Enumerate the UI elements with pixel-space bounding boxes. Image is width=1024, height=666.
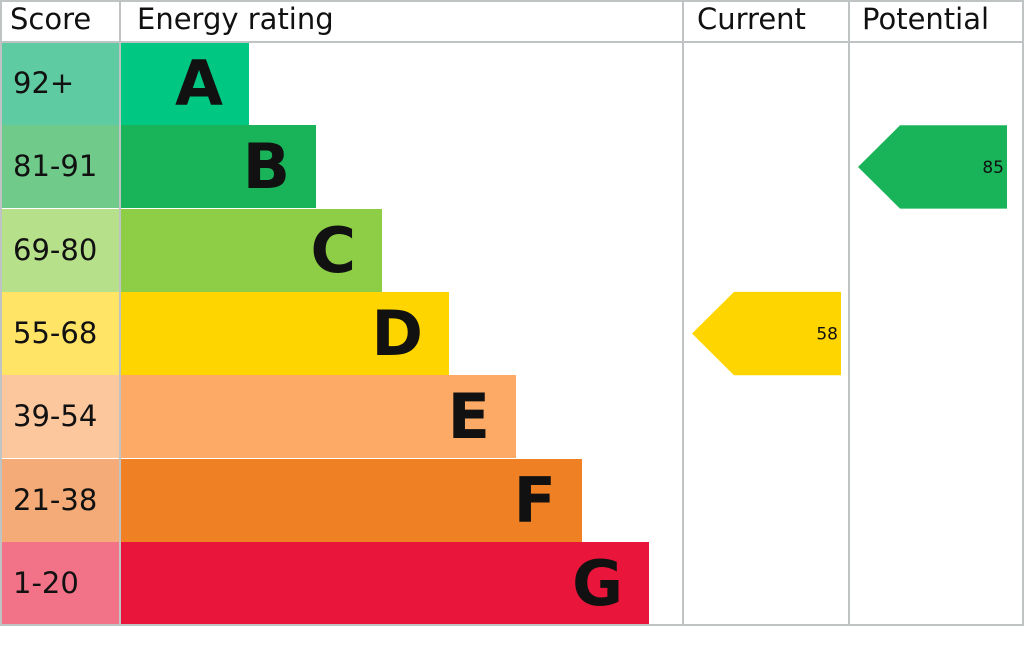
epc-chart: Score Energy rating Current Potential 92… [0, 0, 1024, 626]
divider [848, 0, 850, 626]
divider [0, 0, 2, 626]
current-arrow-shape [692, 291, 841, 376]
potential-rating-arrow: 85 [858, 125, 1007, 209]
rating-bar-b: B [120, 125, 316, 209]
rating-letter: G [572, 546, 623, 620]
header-current: Current [697, 2, 806, 36]
current-rating-arrow: 58 [692, 291, 841, 376]
header-potential: Potential [862, 2, 990, 36]
divider [0, 624, 1024, 626]
divider [119, 0, 121, 626]
score-range-d: 55-68 [0, 291, 120, 375]
header-energy-rating: Energy rating [137, 2, 334, 36]
rating-bar-d: D [120, 291, 449, 375]
divider [1022, 0, 1024, 626]
rating-bar-a: A [120, 42, 249, 125]
score-range-a: 92+ [0, 42, 120, 125]
potential-value: 85 [982, 158, 1004, 178]
score-range-e: 39-54 [0, 375, 120, 459]
rating-arrows: 58 85 [692, 125, 1007, 376]
rating-bar-e: E [120, 375, 516, 459]
rating-letter: B [242, 130, 290, 204]
rating-letter: F [513, 463, 556, 537]
header-score: Score [10, 2, 92, 36]
potential-arrow-shape [858, 125, 1007, 209]
rating-letter: C [310, 213, 356, 287]
rating-bar-g: G [120, 541, 649, 625]
divider [0, 0, 1024, 2]
divider [682, 0, 684, 626]
rating-bar-f: F [120, 458, 582, 542]
score-range-g: 1-20 [0, 541, 120, 625]
rating-letter: E [447, 380, 490, 454]
rating-letter: D [371, 296, 423, 370]
rating-bar-c: C [120, 208, 382, 292]
score-range-f: 21-38 [0, 458, 120, 542]
divider [0, 41, 1024, 43]
current-value: 58 [816, 325, 838, 345]
rating-letter: A [175, 47, 223, 120]
score-range-c: 69-80 [0, 208, 120, 292]
score-range-b: 81-91 [0, 125, 120, 209]
